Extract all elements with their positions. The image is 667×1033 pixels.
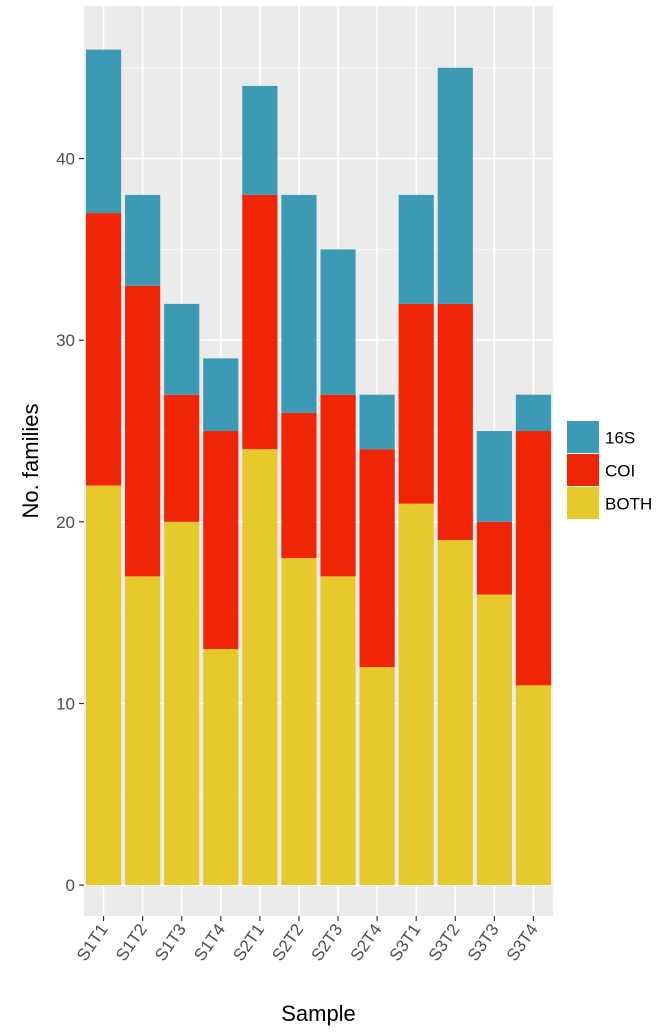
- bar-S3T4-BOTH: [515, 685, 552, 886]
- bar-S3T3-BOTH: [476, 594, 512, 886]
- bar-S2T4-BOTH: [359, 667, 395, 886]
- bar-S1T1-16S: [85, 49, 122, 214]
- bar-S2T2-16S: [281, 194, 317, 413]
- bar-S1T2-16S: [125, 194, 161, 286]
- bar-S2T1-BOTH: [242, 449, 278, 886]
- x-tick-label: S2T4: [347, 920, 386, 964]
- bar-S3T1-16S: [398, 194, 434, 304]
- x-tick-label: S2T2: [268, 920, 307, 964]
- bar-S2T2-COI: [281, 412, 317, 559]
- x-tick-label: S3T3: [464, 920, 503, 964]
- y-tick-label: 40: [56, 150, 75, 169]
- y-axis-title: No. families: [18, 404, 43, 519]
- bar-S1T4-16S: [203, 358, 239, 432]
- bar-S1T3-16S: [164, 303, 200, 395]
- x-tick-label: S3T2: [425, 920, 464, 964]
- plot-panel: [84, 6, 553, 916]
- legend-label: BOTH: [605, 495, 652, 514]
- legend: 16S COI BOTH: [567, 421, 652, 519]
- legend-label: 16S: [605, 429, 635, 448]
- bar-S2T3-BOTH: [320, 576, 356, 886]
- bar-S1T1-BOTH: [85, 485, 122, 886]
- y-tick-label: 30: [56, 331, 75, 350]
- legend-key-16S: [567, 421, 599, 453]
- minor-gridlines: [84, 67, 553, 795]
- bar-S3T2-16S: [437, 67, 473, 304]
- bar-S1T3-COI: [164, 394, 200, 522]
- y-tick-label: 20: [56, 513, 75, 532]
- bar-S3T2-BOTH: [437, 540, 473, 886]
- bar-S2T3-COI: [320, 394, 356, 577]
- x-tick-label: S1T1: [73, 920, 112, 964]
- bar-S1T3-BOTH: [164, 521, 200, 886]
- legend-key-BOTH: [567, 487, 599, 519]
- bar-S3T4-16S: [515, 394, 552, 432]
- x-tick-label: S3T4: [503, 920, 542, 964]
- bar-S1T1-COI: [85, 213, 122, 486]
- legend-key-COI: [567, 454, 599, 486]
- y-axis: 0 10 20 30 40: [56, 150, 84, 895]
- bar-S3T2-COI: [437, 303, 473, 541]
- bar-S1T4-BOTH: [203, 648, 239, 886]
- bar-S2T4-16S: [359, 394, 395, 450]
- x-tick-label: S2T3: [307, 920, 346, 964]
- x-tick-label: S2T1: [229, 920, 268, 964]
- bar-S2T1-16S: [242, 85, 278, 195]
- bar-S1T4-COI: [203, 431, 239, 649]
- bar-S2T1-COI: [242, 194, 278, 450]
- x-tick-label: S1T2: [112, 920, 151, 964]
- y-tick-label: 0: [66, 876, 75, 895]
- x-tick-label: S3T1: [386, 920, 425, 964]
- x-axis-title: Sample: [281, 1001, 356, 1026]
- y-tick-label: 10: [56, 694, 75, 713]
- bar-S3T1-COI: [398, 303, 434, 504]
- bar-S2T4-COI: [359, 449, 395, 668]
- bar-S1T2-COI: [125, 285, 161, 577]
- bar-S3T3-COI: [476, 521, 512, 595]
- bar-S2T3-16S: [320, 249, 356, 395]
- bar-S3T3-16S: [476, 431, 512, 522]
- x-tick-label: S1T3: [151, 920, 190, 964]
- bar-S3T4-COI: [515, 431, 552, 686]
- x-axis: S1T1 S1T2 S1T3 S1T4 S2T1 S2T2 S2T3 S2T4 S3T1 S3T2…: [73, 916, 542, 965]
- bars: [85, 49, 552, 886]
- legend-label: COI: [605, 462, 635, 481]
- x-tick-label: S1T4: [190, 920, 229, 964]
- bar-S1T2-BOTH: [125, 576, 161, 886]
- bar-S2T2-BOTH: [281, 558, 317, 886]
- bar-S3T1-BOTH: [398, 503, 434, 886]
